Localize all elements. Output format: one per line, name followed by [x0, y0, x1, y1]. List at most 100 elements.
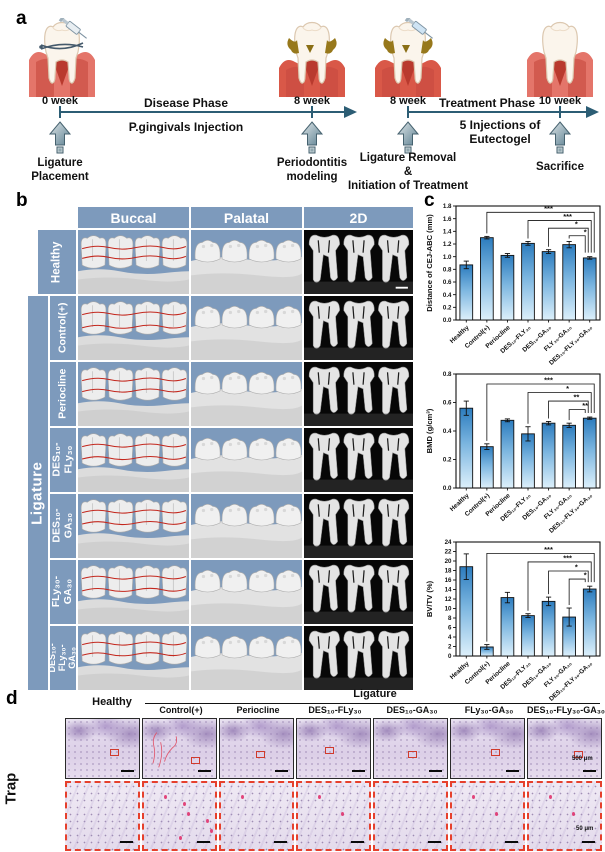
panel-d-label: d — [6, 688, 18, 709]
trap-histology-image — [219, 718, 294, 779]
svg-text:14: 14 — [445, 587, 452, 594]
week-label-8a: 8 week — [293, 95, 331, 107]
up-arrow-icon — [300, 121, 324, 155]
timeline-graphic — [59, 106, 599, 118]
scale-bar-label-500um: 500 μm — [572, 756, 593, 762]
trap-inset-image — [450, 781, 525, 851]
disease-phase-title: Disease Phase — [143, 96, 229, 110]
svg-text:6: 6 — [448, 625, 452, 632]
milestone-label-ligature-placement: Ligature Placement — [31, 157, 89, 183]
week-label-10: 10 week — [538, 95, 582, 107]
trap-inset-image — [296, 781, 371, 851]
svg-text:***: *** — [544, 545, 553, 554]
row-label-periocline: Periocline — [50, 362, 76, 426]
trap-histology-image — [450, 718, 525, 779]
tooth-illustration-ligature — [26, 15, 98, 98]
row-label-healthy: Healthy — [38, 230, 76, 294]
svg-text:*: * — [575, 220, 578, 229]
svg-text:4: 4 — [448, 634, 452, 641]
trap-col-des-ga: DES₁₀-GA₃₀ — [386, 705, 438, 715]
svg-text:8: 8 — [448, 615, 452, 622]
svg-text:**: ** — [582, 401, 588, 410]
tooth-illustration-sacrifice — [524, 18, 596, 98]
trap-histology-image — [142, 718, 217, 779]
trap-col-control: Control(+) — [159, 705, 203, 715]
microct-palatal-image — [191, 296, 302, 360]
trap-inset-image — [219, 781, 294, 851]
microct-2d-image — [304, 626, 413, 690]
trap-histology-image — [65, 718, 140, 779]
milestone-label-periodontitis-modeling: Periodontitis modeling — [276, 157, 348, 183]
svg-text:1.4: 1.4 — [443, 229, 452, 236]
chart-distance-cej-abc: 0.0 0.2 0.4 0.6 0.8 1.0 1.2 1.4 1.6 1.8 Healthy Con… — [422, 200, 605, 368]
microct-2d-image — [304, 362, 413, 426]
svg-text:20: 20 — [445, 558, 452, 565]
svg-text:1.6: 1.6 — [443, 216, 452, 223]
microct-buccal-image — [78, 560, 189, 624]
svg-text:12: 12 — [445, 596, 452, 603]
trap-row-label: Trap — [2, 772, 20, 804]
microct-buccal-image — [78, 296, 189, 360]
svg-text:Distance of CEJ-ABC (mm): Distance of CEJ-ABC (mm) — [425, 214, 434, 312]
svg-text:***: *** — [544, 375, 553, 384]
microct-panel: Buccal Palatal 2D Ligature Healthy Contr… — [28, 207, 413, 690]
trap-col-fly-ga: FLy₃₀-GA₃₀ — [464, 705, 514, 715]
scale-bar-label-50um: 50 μm — [576, 826, 594, 832]
column-header-buccal: Buccal — [78, 207, 189, 228]
row-label-des-ga: DES₁₀- GA₃₀ — [50, 494, 76, 558]
up-arrow-icon — [48, 121, 72, 155]
svg-text:1.0: 1.0 — [443, 254, 452, 261]
microct-palatal-image — [191, 626, 302, 690]
svg-text:18: 18 — [445, 568, 452, 575]
svg-text:*: * — [575, 562, 578, 571]
microct-palatal-image — [191, 362, 302, 426]
trap-inset-image — [65, 781, 140, 851]
row-label-des-fly-ga: DES₁₀- FLy₃₀-GA₃₀ — [50, 626, 76, 690]
column-header-palatal: Palatal — [191, 207, 302, 228]
microct-buccal-image — [78, 362, 189, 426]
svg-text:***: *** — [544, 204, 553, 213]
microct-palatal-image — [191, 428, 302, 492]
microct-buccal-image — [78, 494, 189, 558]
treatment-phase-title: Treatment Phase — [438, 96, 536, 110]
svg-text:0.8: 0.8 — [443, 267, 452, 274]
svg-text:**: ** — [573, 393, 579, 402]
ligature-group-line — [145, 703, 600, 704]
disease-phase-subtitle: P.gingivals Injection — [128, 120, 244, 134]
chart-bmd: 0.0 0.2 0.4 0.6 0.8 Healthy Control(+) Periocli… — [422, 368, 605, 536]
microct-2d-image — [304, 560, 413, 624]
svg-text:***: *** — [563, 212, 572, 221]
svg-text:10: 10 — [445, 606, 452, 613]
chart-bv-tv: 0 2 4 6 8 10 12 14 16 18 20 22 24 Healthy Control(+) Pe… — [422, 536, 605, 704]
microct-palatal-image — [191, 494, 302, 558]
svg-text:0.0: 0.0 — [443, 485, 452, 492]
row-label-fly-ga: FLy₃₀- GA₃₀ — [50, 560, 76, 624]
up-arrow-icon — [396, 121, 420, 155]
tooth-illustration-treatment — [372, 15, 444, 98]
svg-text:0.0: 0.0 — [443, 317, 452, 324]
tooth-illustration-periodontitis — [276, 18, 348, 98]
up-arrow-icon — [548, 121, 572, 155]
trap-histology-image — [373, 718, 448, 779]
panel-b-label: b — [16, 190, 28, 211]
trap-header-healthy: Healthy — [92, 696, 132, 708]
milestone-label-ligature-removal: Ligature Removal & Initiation of Treatme… — [347, 152, 469, 192]
svg-text:2: 2 — [448, 644, 452, 651]
panel-c-label: c — [424, 190, 435, 211]
week-label-8b: 8 week — [389, 95, 427, 107]
svg-text:0.2: 0.2 — [443, 305, 452, 312]
svg-text:0.2: 0.2 — [443, 457, 452, 464]
group-label-ligature: Ligature — [28, 296, 48, 690]
microct-buccal-image — [78, 626, 189, 690]
svg-text:22: 22 — [445, 549, 452, 556]
trap-inset-image — [527, 781, 602, 851]
svg-text:*: * — [584, 227, 587, 236]
svg-text:***: *** — [563, 553, 572, 562]
timeline-arrowhead-2 — [586, 106, 599, 118]
svg-text:1.2: 1.2 — [443, 241, 452, 248]
trap-histology-image — [296, 718, 371, 779]
trap-inset-image — [142, 781, 217, 851]
trap-col-periocline: Periocline — [236, 705, 280, 715]
milestone-label-sacrifice: Sacrifice — [536, 161, 584, 173]
